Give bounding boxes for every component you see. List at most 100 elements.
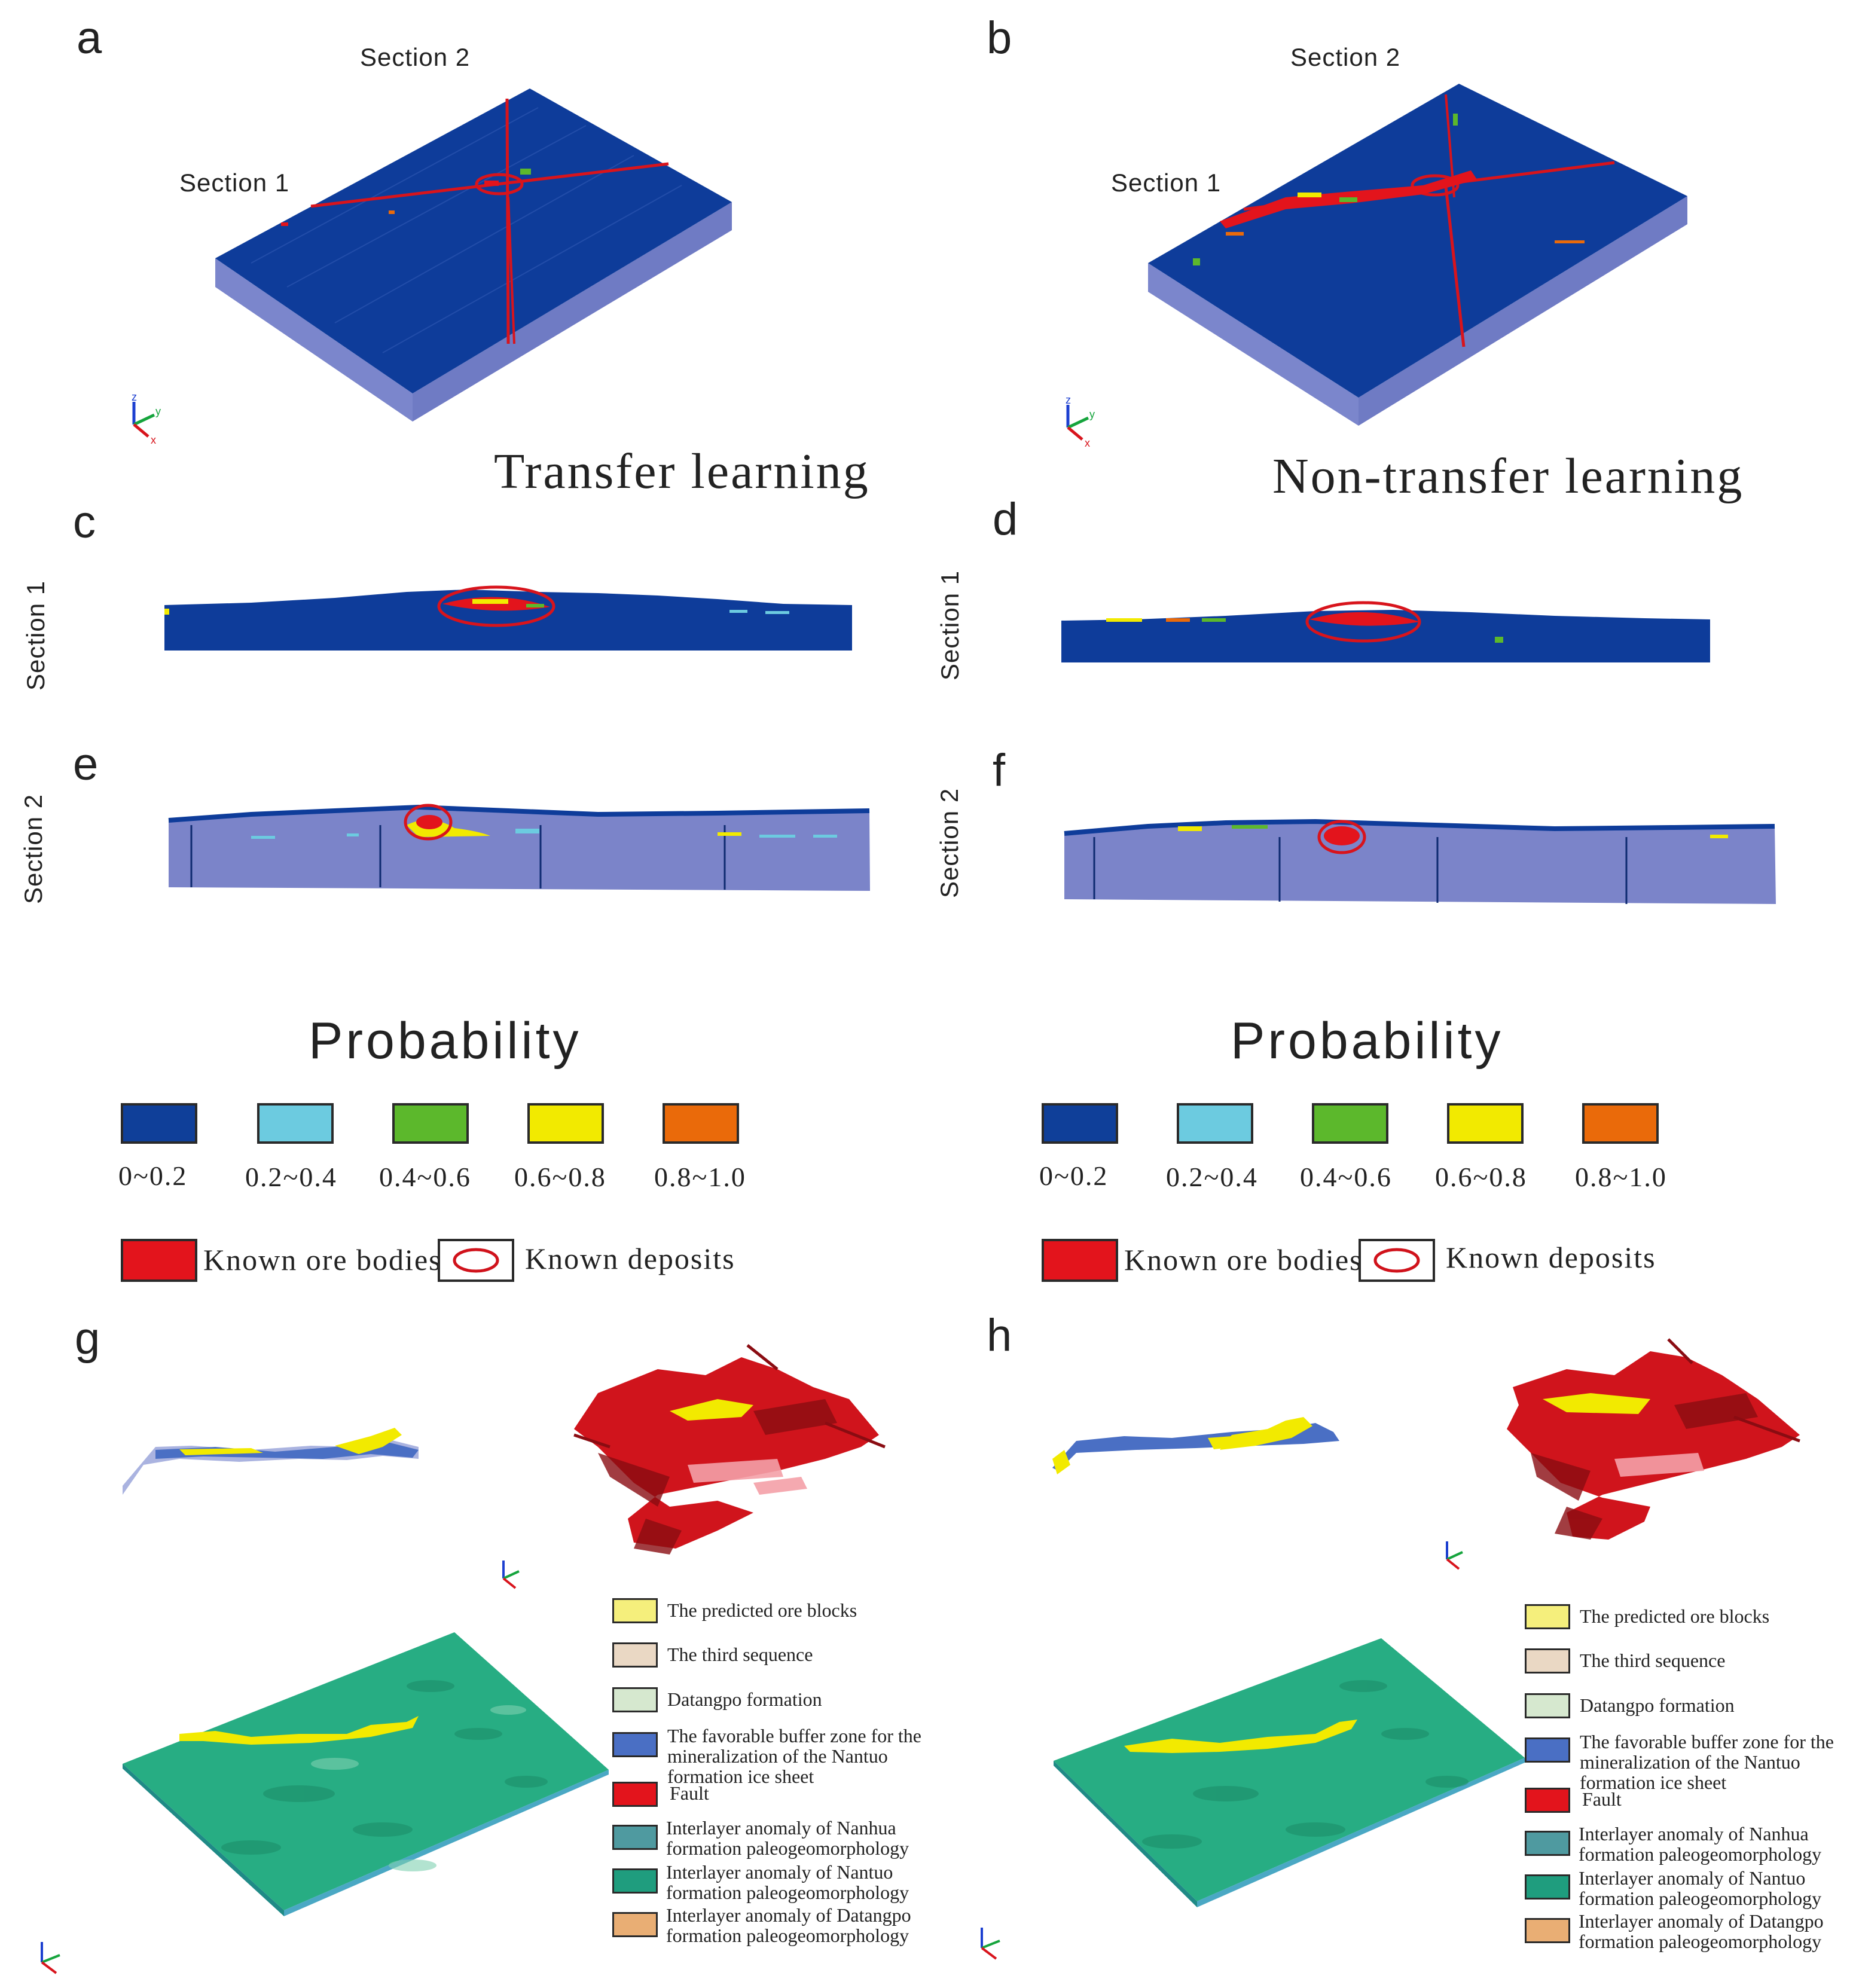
legend-swatch-0.8-1.0-left: [663, 1103, 739, 1144]
legend-label-0.4-0.6-left: 0.4~0.6: [379, 1162, 471, 1192]
known-ore-label-left: Known ore bodies: [203, 1243, 442, 1277]
legend-swatch-0.8-1.0-right: [1582, 1103, 1659, 1144]
block-3d-a: [215, 88, 732, 422]
legend-swatch-nanhua-g: [612, 1825, 658, 1850]
legend-swatch-nantuo-h: [1525, 1874, 1570, 1900]
legend-label-buffer-zone-g: The favorable buffer zone for the minera…: [667, 1725, 921, 1787]
panel-label-b: b: [987, 13, 1012, 63]
ore-layer-model-h: [1052, 1417, 1339, 1474]
axis-triad-b: z y x: [1066, 394, 1095, 449]
section1-profile-c: [164, 585, 852, 651]
legend-label-0-0.2-left: 0~0.2: [118, 1161, 188, 1191]
fault-model-h: [1507, 1338, 1800, 1540]
legend-swatch-datangpo-anomaly-h: [1525, 1918, 1570, 1943]
legend-label-0.8-1.0-left: 0.8~1.0: [654, 1162, 746, 1192]
axis-triad-g-bottom: [41, 1942, 60, 1974]
legend-label-nanhua-h: Interlayer anomaly of Nanhua formation p…: [1579, 1823, 1822, 1865]
legend-label-predicted-ore-g: The predicted ore blocks: [667, 1599, 857, 1621]
axis-y: y: [1089, 408, 1095, 420]
legend-label-buffer-zone-h: The favorable buffer zone for the minera…: [1580, 1731, 1834, 1793]
legend-swatch-0.4-0.6-right: [1312, 1103, 1388, 1144]
known-ore-swatch-left: [121, 1239, 197, 1282]
legend-swatch-0.2-0.4-right: [1177, 1103, 1253, 1144]
legend-swatch-buffer-zone-h: [1525, 1737, 1570, 1763]
axis-triad-g-mid: [502, 1561, 520, 1589]
legend-label-0.2-0.4-right: 0.2~0.4: [1166, 1162, 1258, 1192]
section2-label-b: Section 2: [1290, 43, 1401, 71]
legend-label-datangpo-h: Datangpo formation: [1580, 1694, 1735, 1716]
panel-label-a: a: [77, 13, 102, 63]
section1-label-a: Section 1: [179, 169, 290, 197]
panel-label-c: c: [73, 497, 96, 548]
legend-swatch-nanhua-h: [1525, 1831, 1570, 1856]
axis-z: z: [132, 391, 137, 403]
legend-label-fault-h: Fault: [1582, 1788, 1622, 1810]
legend-label-nanhua-g: Interlayer anomaly of Nanhua formation p…: [666, 1817, 909, 1859]
legend-swatch-datangpo-anomaly-g: [612, 1912, 658, 1937]
known-deposit-swatch-left: [438, 1239, 514, 1282]
axis-x: x: [1085, 437, 1090, 449]
legend-swatch-datangpo-g: [612, 1687, 658, 1712]
legend-label-datangpo-anomaly-h: Interlayer anomaly of Datangpo formation…: [1579, 1910, 1824, 1952]
legend-swatch-0.2-0.4-left: [257, 1103, 334, 1144]
axis-z: z: [1066, 394, 1071, 406]
fault-model-g: [573, 1344, 886, 1555]
known-deposit-ring-icon-left: [453, 1248, 499, 1273]
legend-label-0.6-0.8-left: 0.6~0.8: [514, 1162, 606, 1192]
legend-swatch-buffer-zone-g: [612, 1732, 658, 1757]
legend-label-0.8-1.0-right: 0.8~1.0: [1575, 1162, 1667, 1192]
axis-triad-a: z y x: [132, 391, 161, 446]
section1-label-b: Section 1: [1111, 169, 1222, 197]
legend-swatch-0-0.2-left: [121, 1103, 197, 1144]
legend-swatch-fault-g: [612, 1782, 658, 1807]
legend-label-0.2-0.4-left: 0.2~0.4: [245, 1162, 337, 1192]
panel-label-f: f: [993, 745, 1006, 796]
legend-label-0.4-0.6-right: 0.4~0.6: [1300, 1162, 1392, 1192]
legend-swatch-0.6-0.8-left: [527, 1103, 604, 1144]
section2-profile-e: [168, 804, 870, 891]
known-deposit-label-left: Known deposits: [525, 1242, 735, 1275]
section1-profile-d: [1061, 601, 1710, 662]
known-deposit-label-right: Known deposits: [1446, 1241, 1656, 1274]
title-non-transfer-learning: Non-transfer learning: [1272, 448, 1744, 504]
ore-layer-model-g: [123, 1428, 419, 1495]
axis-triad-h-mid: [1446, 1541, 1463, 1570]
section2-profile-f: [1064, 819, 1776, 904]
terrain-model-g: [123, 1632, 609, 1916]
legend-swatch-third-sequence-h: [1525, 1648, 1570, 1674]
axis-x: x: [151, 434, 156, 446]
axis-y: y: [155, 405, 161, 417]
panel-label-d: d: [993, 494, 1018, 545]
axis-triad-h-bottom: [981, 1928, 1000, 1960]
panel-label-h: h: [987, 1310, 1012, 1361]
panel-label-e: e: [73, 739, 99, 790]
legend-swatch-0.6-0.8-right: [1447, 1103, 1524, 1144]
known-deposit-ring-icon-right: [1373, 1248, 1420, 1273]
legend-swatch-datangpo-h: [1525, 1693, 1570, 1718]
legend-swatch-predicted-ore-h: [1525, 1604, 1570, 1629]
legend-label-fault-g: Fault: [670, 1782, 709, 1804]
probability-title-right: Probability: [1231, 1012, 1504, 1070]
title-transfer-learning: Transfer learning: [494, 444, 870, 499]
legend-swatch-predicted-ore-g: [612, 1598, 658, 1623]
known-ore-label-right: Known ore bodies: [1124, 1243, 1363, 1277]
block-3d-b: [1148, 84, 1687, 426]
legend-label-datangpo-g: Datangpo formation: [667, 1688, 822, 1710]
known-ore-swatch-right: [1042, 1239, 1118, 1282]
known-deposit-swatch-right: [1359, 1239, 1435, 1282]
legend-swatch-fault-h: [1525, 1788, 1570, 1813]
legend-swatch-third-sequence-g: [612, 1642, 658, 1668]
legend-label-datangpo-anomaly-g: Interlayer anomaly of Datangpo formation…: [666, 1904, 911, 1946]
section2-label-a: Section 2: [360, 43, 471, 71]
legend-label-nantuo-h: Interlayer anomaly of Nantuo formation p…: [1579, 1867, 1822, 1909]
legend-label-0.6-0.8-right: 0.6~0.8: [1435, 1162, 1527, 1192]
legend-label-nantuo-g: Interlayer anomaly of Nantuo formation p…: [666, 1861, 909, 1903]
legend-label-third-sequence-g: The third sequence: [667, 1644, 813, 1665]
panel-label-g: g: [75, 1313, 100, 1364]
legend-swatch-0.4-0.6-left: [392, 1103, 469, 1144]
legend-swatch-0-0.2-right: [1042, 1103, 1118, 1144]
legend-label-0-0.2-right: 0~0.2: [1039, 1161, 1109, 1191]
legend-swatch-nantuo-g: [612, 1868, 658, 1894]
legend-label-predicted-ore-h: The predicted ore blocks: [1580, 1605, 1770, 1627]
